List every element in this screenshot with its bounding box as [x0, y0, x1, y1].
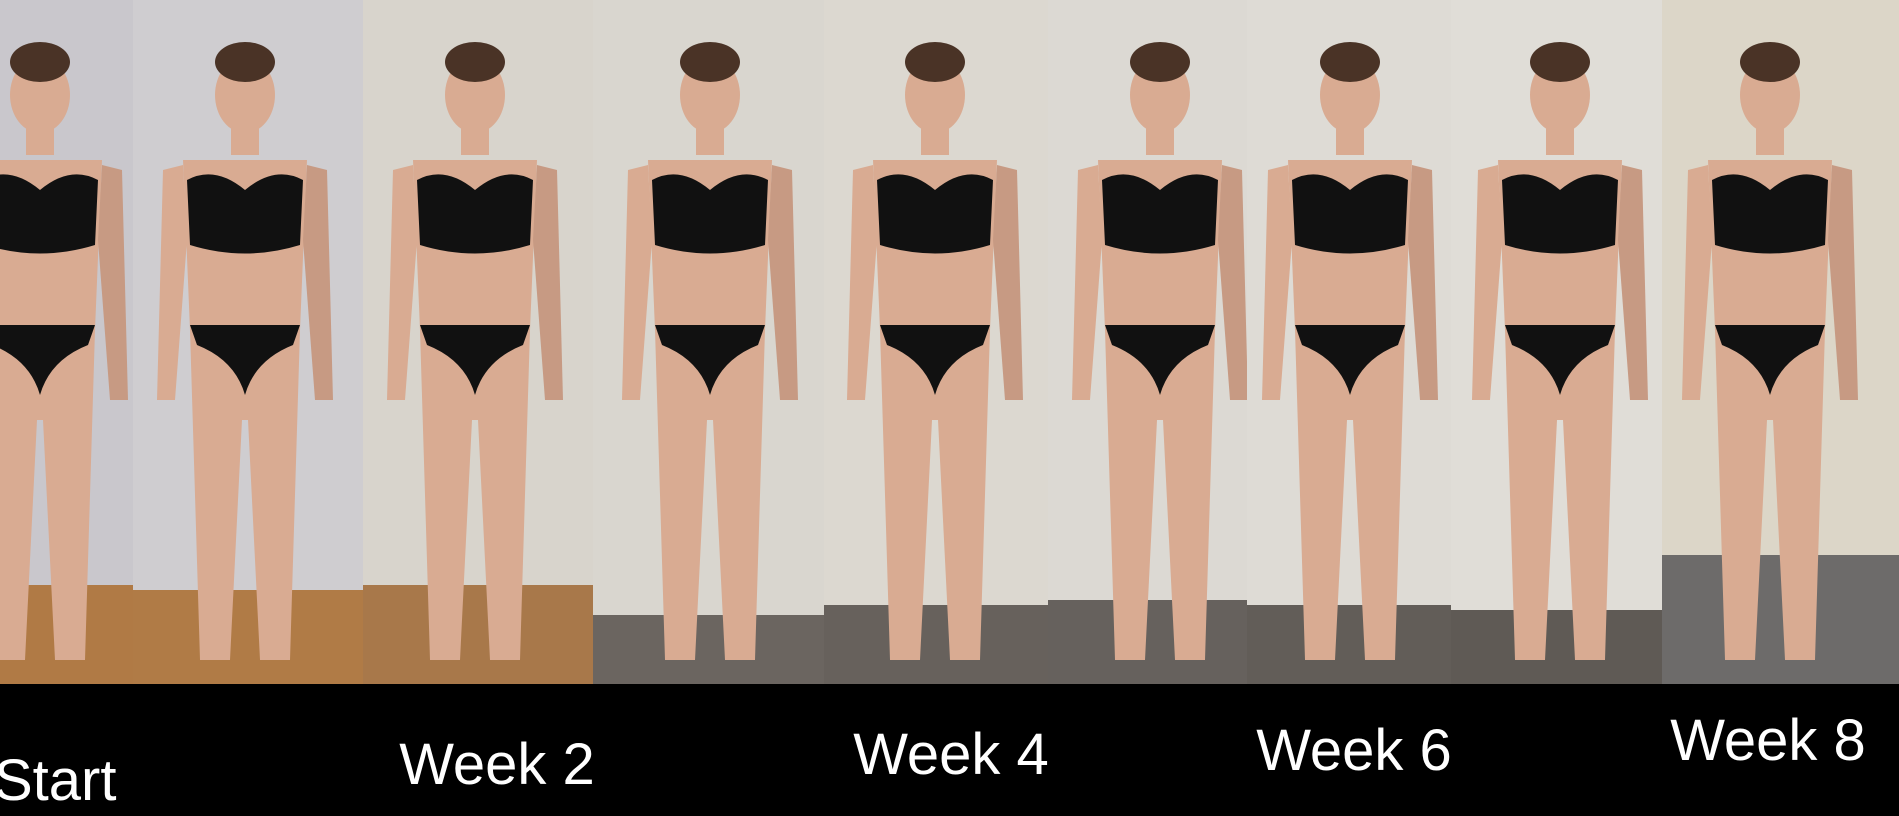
figure-arm	[98, 165, 128, 400]
photo-floor	[593, 615, 824, 684]
figure-neck	[1756, 125, 1784, 155]
figure-legs	[1295, 330, 1405, 660]
photo-floor	[1247, 605, 1451, 684]
photo-floor	[824, 605, 1048, 684]
figure-hair	[1320, 42, 1380, 82]
figure-top	[652, 174, 768, 254]
figure-bottom	[655, 325, 765, 395]
figure-arm	[768, 165, 798, 400]
caption: Week 6	[1256, 718, 1452, 783]
figure-top	[1102, 174, 1218, 254]
figure-top	[1502, 174, 1618, 254]
figure-arm	[387, 165, 417, 400]
photo-floor	[363, 585, 593, 684]
figure-arm	[1262, 165, 1292, 400]
figure-neck	[696, 125, 724, 155]
figure-legs	[1715, 330, 1825, 660]
caption: Week 4	[853, 722, 1049, 787]
caption: Week 8	[1670, 708, 1866, 773]
figure-arm	[1618, 165, 1648, 400]
figure-neck	[231, 125, 259, 155]
figure-legs	[1505, 330, 1615, 660]
photo-floor	[1662, 555, 1899, 684]
figure-neck	[921, 125, 949, 155]
figure-top	[417, 174, 533, 254]
figure-legs	[0, 330, 95, 660]
figure-bottom	[190, 325, 300, 395]
figure-arm	[1072, 165, 1102, 400]
figure-legs	[420, 330, 530, 660]
figure-arm	[533, 165, 563, 400]
figure-arm	[303, 165, 333, 400]
figure-neck	[26, 125, 54, 155]
caption: Week 2	[399, 732, 595, 797]
figure-top	[1712, 174, 1828, 254]
figure-bottom	[1295, 325, 1405, 395]
figure-neck	[461, 125, 489, 155]
figure-legs	[655, 330, 765, 660]
figure-legs	[880, 330, 990, 660]
figure-neck	[1146, 125, 1174, 155]
figure-hair	[10, 42, 70, 82]
photo-floor	[133, 590, 363, 684]
photo-panels	[0, 0, 1899, 684]
figure-arm	[1828, 165, 1858, 400]
figure-bottom	[0, 325, 95, 395]
figure-arm	[1472, 165, 1502, 400]
figure-bottom	[1105, 325, 1215, 395]
figure-arm	[1408, 165, 1438, 400]
figure-hair	[1740, 42, 1800, 82]
caption: Start	[0, 748, 117, 813]
figure-top	[0, 174, 98, 254]
figure-legs	[1105, 330, 1215, 660]
figure-hair	[905, 42, 965, 82]
figure-neck	[1546, 125, 1574, 155]
figure-hair	[1530, 42, 1590, 82]
figure-hair	[1130, 42, 1190, 82]
figure-arm	[622, 165, 652, 400]
figure-bottom	[420, 325, 530, 395]
figure-hair	[215, 42, 275, 82]
figure-bottom	[880, 325, 990, 395]
figure-top	[877, 174, 993, 254]
figure-hair	[680, 42, 740, 82]
figure-top	[187, 174, 303, 254]
figure-legs	[190, 330, 300, 660]
photo-floor	[1048, 600, 1247, 684]
figure-bottom	[1505, 325, 1615, 395]
figure-hair	[445, 42, 505, 82]
figure-arm	[847, 165, 877, 400]
figure-bottom	[1715, 325, 1825, 395]
photo-floor	[1451, 610, 1662, 684]
figure-top	[1292, 174, 1408, 254]
figure-neck	[1336, 125, 1364, 155]
figure-arm	[157, 165, 187, 400]
figure-arm	[993, 165, 1023, 400]
figure-arm	[1218, 165, 1248, 400]
figure-arm	[1682, 165, 1712, 400]
